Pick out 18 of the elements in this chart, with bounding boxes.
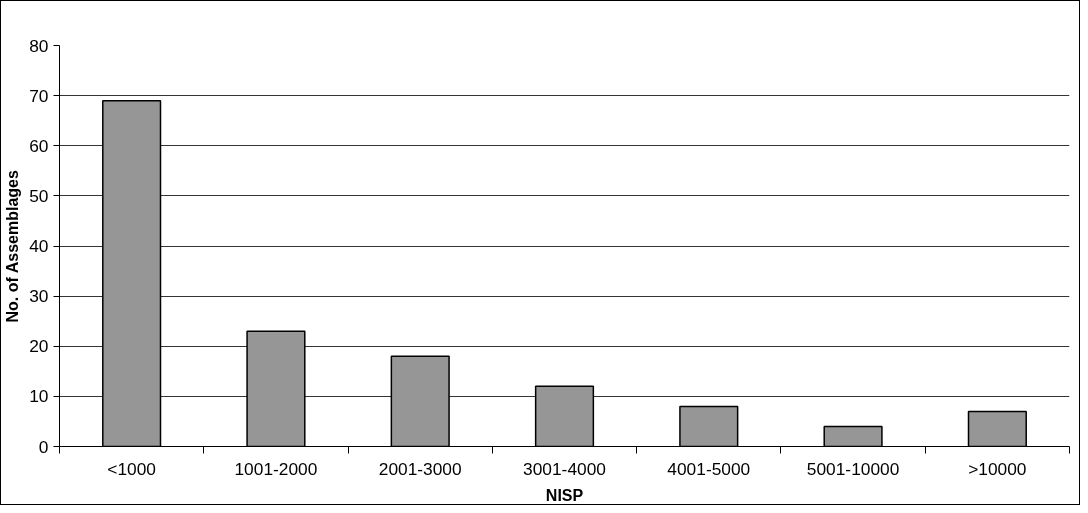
y-axis-title: No. of Assemblages xyxy=(4,170,22,323)
y-tick-label: 80 xyxy=(29,35,49,56)
x-tick-label: 5001-10000 xyxy=(806,458,900,479)
y-tick-label: 0 xyxy=(38,436,49,457)
x-tick-label: 4001-5000 xyxy=(667,458,751,479)
y-tick-label: 60 xyxy=(29,135,49,156)
x-tick-label: 1001-2000 xyxy=(234,458,318,479)
x-tick-label: 3001-4000 xyxy=(523,458,606,479)
y-tick-label: 10 xyxy=(29,386,49,407)
y-tick-label: 30 xyxy=(29,286,49,307)
y-tick-label: 50 xyxy=(29,185,49,206)
y-tick-label: 40 xyxy=(29,236,49,256)
y-tick-label: 70 xyxy=(29,85,49,106)
x-tick-label: >10000 xyxy=(968,458,1027,479)
x-axis-title: NISP xyxy=(545,486,584,504)
x-tick-label: 2001-3000 xyxy=(378,458,462,479)
x-tick-label: <1000 xyxy=(107,458,156,479)
y-tick-label: 20 xyxy=(29,336,49,357)
